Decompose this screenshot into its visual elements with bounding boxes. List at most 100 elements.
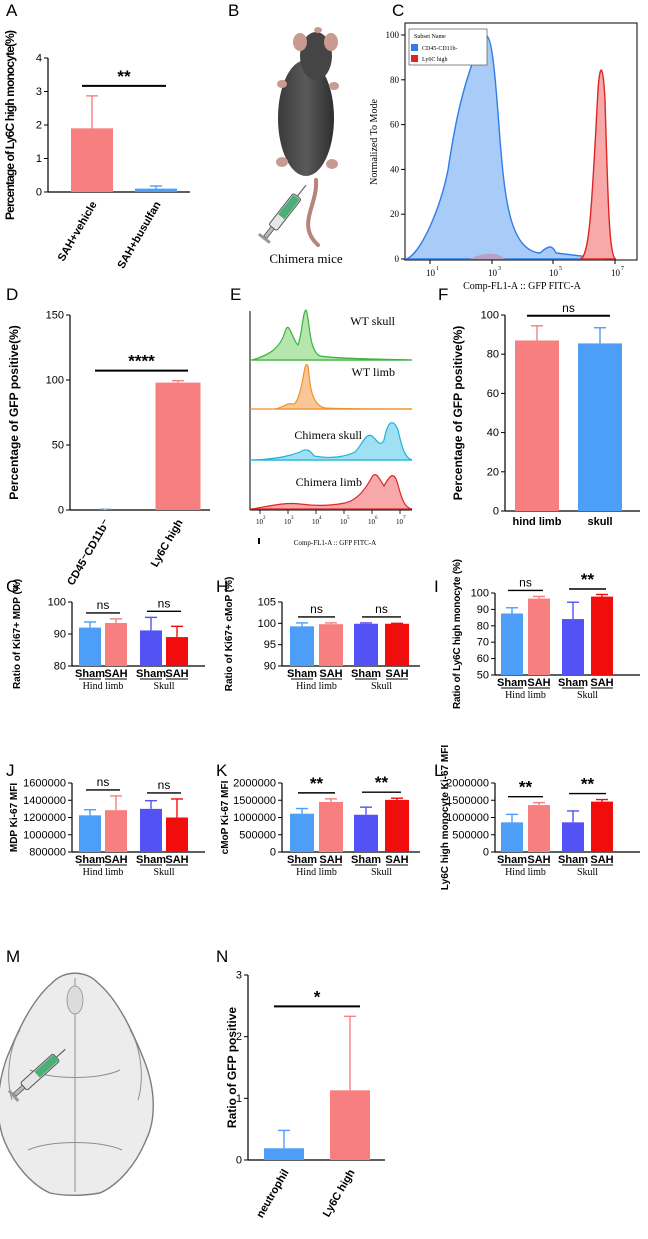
significance-label: ns (310, 602, 323, 616)
bar (501, 822, 523, 852)
significance-label: ns (97, 598, 110, 612)
y-tick-label: 100 (471, 588, 489, 600)
significance-label: ** (310, 774, 324, 793)
panel-label-i: I (434, 577, 439, 596)
panel-labels: A B C D E F G H I J K L M N (6, 1, 448, 966)
y-axis-label: Ly6C high monocyte Ki-67 MFI (440, 745, 451, 890)
y-axis-label: Percentage of GFP positive(%) (7, 325, 21, 500)
track-chimera-limb-label: Chimera limb (296, 475, 362, 489)
e-marker (258, 538, 260, 544)
category-label: SAH (590, 677, 613, 689)
bar (135, 188, 177, 192)
c-y-tick-label: 0 (395, 254, 400, 264)
group-label: Skull (577, 690, 598, 701)
y-tick-label: 500000 (239, 829, 276, 841)
y-axis-label: cMoP Ki-67 MFI (220, 780, 231, 854)
legend-swatch-ly6c (411, 55, 418, 62)
significance-label: ns (158, 596, 171, 610)
bar (515, 340, 559, 511)
y-tick-label: 0 (58, 505, 64, 517)
significance-label: **** (128, 352, 155, 371)
bar (105, 810, 127, 852)
bar (105, 622, 127, 666)
significance-label: ns (519, 575, 532, 589)
chart-n: 0 1 2 3 Ratio of GFP positive neutrophil Ly6C … (225, 970, 385, 1221)
group-label: Skull (153, 867, 174, 878)
significance-label: ** (581, 570, 595, 589)
y-tick-label: 1000000 (233, 812, 276, 824)
e-x-tick-exponent: 7 (403, 516, 406, 521)
bar (319, 801, 343, 852)
category-label: Sham (287, 668, 317, 680)
skull-right-arch (129, 1029, 142, 1101)
e-x-tick-label: 10 (256, 518, 264, 526)
chart-a: 0 1 2 3 4 Percentage of Ly6C high monocyte(%)… (3, 30, 190, 271)
y-tick-label: 0 (36, 187, 42, 199)
group-label: Skull (371, 867, 392, 878)
group-label: Hind limb (83, 867, 124, 878)
c-y-tick-label: 80 (390, 75, 400, 85)
chimera-mice-caption: Chimera mice (269, 251, 343, 266)
category-label: Sham (287, 854, 317, 866)
mouse-paw-front-left (277, 80, 287, 88)
y-tick-label: 1200000 (23, 812, 66, 824)
significance-label: ns (158, 778, 171, 792)
category-label: SAH (590, 854, 613, 866)
e-x-tick-label: 10 (312, 518, 320, 526)
y-tick-label: 100 (46, 375, 64, 387)
flow-histogram-c: Subset Name CD45-CD11b- Ly6C high 0 20 40 6… (369, 22, 638, 292)
c-y-tick-label: 60 (390, 120, 400, 130)
group-label: Hind limb (505, 690, 546, 701)
category-label: neutrophil (254, 1168, 291, 1221)
y-tick-label: 40 (487, 427, 499, 439)
skull-suture-lambdoid (27, 1142, 123, 1151)
bar (528, 805, 550, 852)
bar (528, 598, 550, 675)
y-tick-label: 50 (52, 440, 64, 452)
y-tick-label: 0 (493, 506, 499, 518)
y-tick-label: 1500000 (446, 795, 489, 807)
y-tick-label: 60 (477, 653, 489, 665)
category-label: SAH (385, 854, 408, 866)
category-label: SAH (527, 854, 550, 866)
e-x-ticks: 10 2 10 3 10 4 10 5 10 6 10 7 (256, 510, 406, 526)
bar (578, 343, 622, 511)
significance-label: ns (562, 301, 575, 315)
e-x-tick-exponent: 3 (291, 516, 294, 521)
cd45-histogram-area (405, 35, 607, 260)
y-axis-label: Ratio of Ki67+ cMoP (%) (224, 577, 235, 692)
c-x-tick-exponent: 5 (559, 266, 562, 272)
c-y-ticks: 0 20 40 60 80 100 (386, 30, 405, 264)
bar (79, 627, 101, 666)
group-label: Hind limb (505, 867, 546, 878)
e-x-tick-label: 10 (396, 518, 404, 526)
c-x-tick-label: 10 (549, 268, 559, 278)
mouse-paw-hind-left (276, 157, 288, 167)
chimera-mouse-illustration: Chimera mice (257, 27, 343, 266)
y-tick-label: 1 (36, 153, 42, 165)
y-tick-label: 80 (477, 620, 489, 632)
bar (354, 623, 378, 666)
category-label: SAH (319, 668, 342, 680)
bar (319, 624, 343, 666)
syringe-icon (257, 184, 307, 244)
y-tick-label: 90 (54, 629, 66, 641)
y-axis-label: Ratio of Ly6C high monocyte (%) (452, 559, 463, 709)
category-label: hind limb (513, 516, 562, 528)
y-tick-label: 800000 (29, 847, 66, 859)
c-y-tick-label: 20 (390, 209, 400, 219)
track-chimera-skull: Chimera skull (250, 422, 413, 461)
bar (166, 817, 188, 852)
legend-item-cd45: CD45-CD11b- (422, 46, 457, 52)
flow-tracks-e: WT skull WT limb Chimera skull Chimera l… (249, 309, 413, 547)
ly6c-histogram-area (579, 69, 617, 260)
y-tick-label: 100 (48, 597, 66, 609)
mouse-paw-front-right (329, 82, 339, 90)
y-tick-label: 90 (264, 661, 276, 673)
e-x-tick-label: 10 (368, 518, 376, 526)
c-y-tick-label: 40 (390, 164, 400, 174)
y-tick-label: 3 (36, 86, 42, 98)
